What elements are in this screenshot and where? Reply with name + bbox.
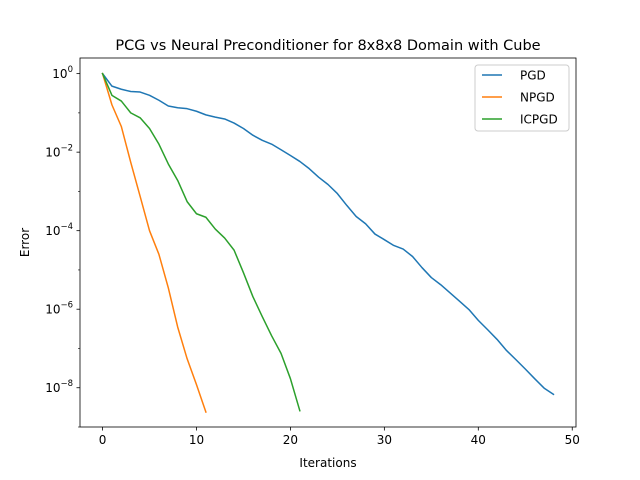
legend-label-pgd: PGD <box>520 69 546 83</box>
y-tick-label: 10−6 <box>45 301 73 317</box>
x-tick-label: 30 <box>377 433 392 447</box>
y-tick-label: 10−4 <box>45 222 73 238</box>
y-axis-label: Error <box>18 228 32 257</box>
x-tick-label: 50 <box>565 433 580 447</box>
x-tick-label: 10 <box>189 433 204 447</box>
plot-area <box>79 57 577 428</box>
x-axis: 0 10 20 30 40 50 <box>99 427 580 447</box>
x-tick-label: 20 <box>283 433 298 447</box>
y-axis: 100 10−2 10−4 10−6 10−8 <box>45 65 80 428</box>
series-line-icpgd <box>101 72 301 412</box>
y-tick-label: 10−2 <box>45 144 73 160</box>
x-axis-label: Iterations <box>299 456 356 470</box>
series-line-pgd <box>101 72 555 396</box>
series-layer <box>101 72 555 414</box>
chart-title: PCG vs Neural Preconditioner for 8x8x8 D… <box>115 38 540 54</box>
legend: PGD NPGD ICPGD <box>474 64 570 132</box>
plot-frame <box>79 57 577 428</box>
y-tick-label: 100 <box>52 65 73 81</box>
x-tick-label: 0 <box>99 433 107 447</box>
legend-label-npgd: NPGD <box>520 91 555 105</box>
x-tick-label: 40 <box>471 433 486 447</box>
legend-box <box>474 64 570 132</box>
legend-label-icpgd: ICPGD <box>520 113 558 127</box>
series-line-npgd <box>101 72 207 414</box>
y-tick-label: 10−8 <box>45 379 73 395</box>
